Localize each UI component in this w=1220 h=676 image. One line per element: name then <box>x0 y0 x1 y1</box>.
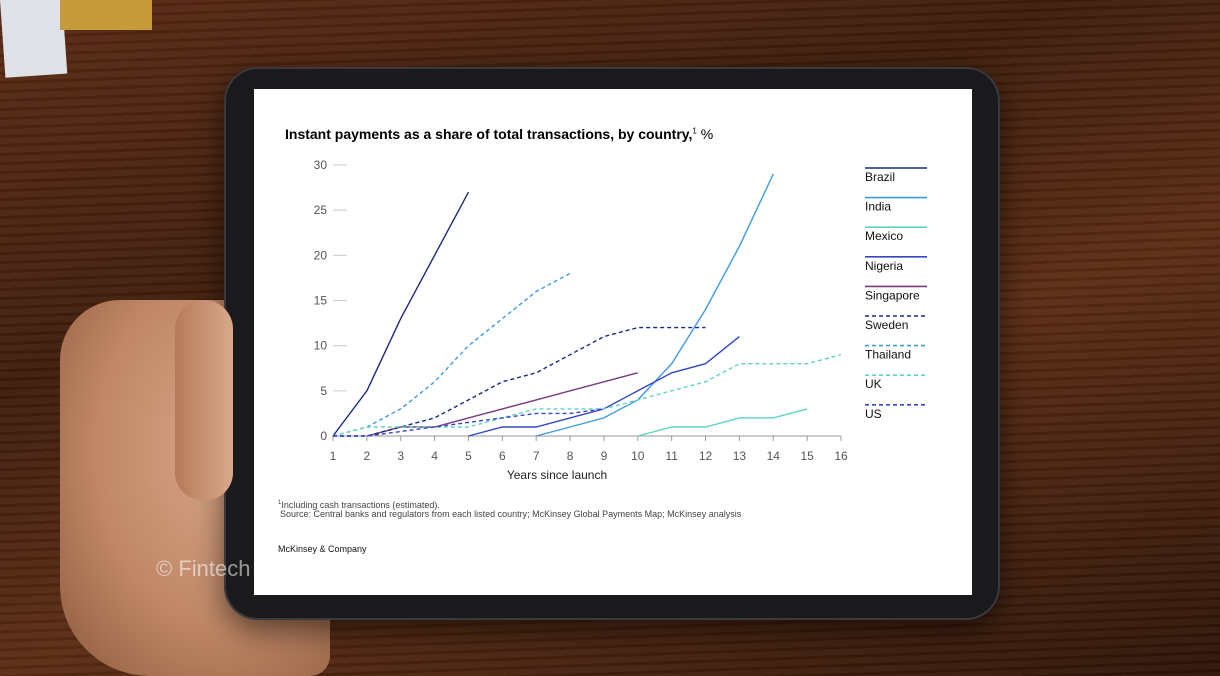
x-tick-label: 15 <box>800 449 814 463</box>
series-line-uk <box>332 354 842 437</box>
series-line-nigeria <box>468 336 740 437</box>
x-tick-label: 12 <box>699 449 713 463</box>
source-note: Source: Central banks and regulators fro… <box>280 509 742 519</box>
envelope <box>60 0 152 30</box>
x-tick-label: 5 <box>465 449 472 463</box>
chart-title-text: Instant payments as a share of total tra… <box>285 126 693 142</box>
x-tick-label: 16 <box>834 449 848 463</box>
series-line-thailand <box>332 272 571 437</box>
legend-label-singapore: Singapore <box>865 288 920 302</box>
y-tick-label: 5 <box>320 384 327 398</box>
footnote-marker: 1 <box>278 500 282 506</box>
footnote-text: Including cash transactions (estimated). <box>281 500 440 510</box>
y-tick-label: 10 <box>314 339 328 353</box>
title-superscript: 1 <box>692 126 697 136</box>
legend-label-mexico: Mexico <box>865 229 903 243</box>
x-tick-label: 3 <box>397 449 404 463</box>
x-tick-label: 2 <box>364 449 371 463</box>
x-tick-label: 6 <box>499 449 506 463</box>
y-tick-label: 20 <box>314 248 328 262</box>
x-tick-label: 4 <box>431 449 438 463</box>
series-line-us <box>333 408 604 437</box>
series-line-sweden <box>333 326 706 437</box>
y-tick-label: 25 <box>314 203 328 217</box>
legend-label-india: India <box>865 200 891 214</box>
x-tick-label: 14 <box>767 449 781 463</box>
legend-label-brazil: Brazil <box>865 170 895 184</box>
x-tick-label: 13 <box>733 449 747 463</box>
brand-logo: McKinsey & Company <box>278 544 367 554</box>
footnote: 1Including cash transactions (estimated)… <box>278 498 440 511</box>
thumb <box>175 300 233 500</box>
y-tick-label: 15 <box>314 294 328 308</box>
legend-label-uk: UK <box>865 377 882 391</box>
watermark: © Fintech News Network <box>156 556 399 581</box>
tablet-screen <box>254 89 972 595</box>
x-tick-label: 9 <box>601 449 608 463</box>
title-unit: % <box>700 126 714 142</box>
legend-label-us: US <box>865 407 882 421</box>
x-tick-label: 10 <box>631 449 645 463</box>
legend-label-thailand: Thailand <box>865 348 911 362</box>
legend-label-nigeria: Nigeria <box>865 259 903 273</box>
series-line-brazil <box>332 191 470 437</box>
series-line-mexico <box>637 408 808 437</box>
x-axis-label: Years since launch <box>507 468 607 482</box>
chart-title: Instant payments as a share of total tra… <box>285 126 713 142</box>
series-line-india <box>536 173 774 437</box>
y-tick-label: 0 <box>320 429 327 443</box>
y-tick-label: 30 <box>314 158 328 172</box>
x-tick-label: 7 <box>533 449 540 463</box>
legend-label-sweden: Sweden <box>865 318 908 332</box>
x-tick-label: 8 <box>567 449 574 463</box>
x-tick-label: 11 <box>665 449 678 463</box>
x-tick-label: 1 <box>330 449 337 463</box>
